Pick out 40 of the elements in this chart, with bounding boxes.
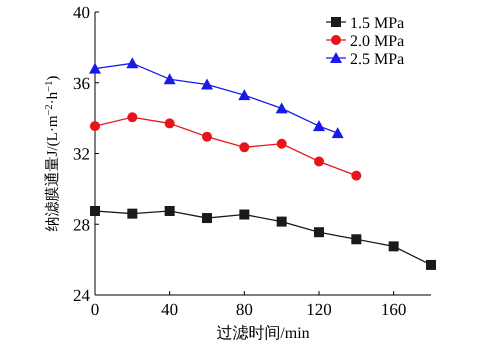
point (239, 210, 250, 220)
point (127, 208, 138, 219)
x-tick-label: 80 (236, 300, 253, 319)
point (90, 206, 100, 216)
legend-label: 2.5 MPa (350, 51, 404, 68)
point (314, 156, 324, 166)
point (239, 142, 250, 152)
y-tick-label: 32 (73, 144, 90, 164)
legend-label: 1.5 MPa (350, 15, 404, 32)
x-axis-title: 过滤时间/min (216, 324, 310, 342)
point (314, 227, 324, 238)
point (351, 170, 362, 181)
x-tick-label: 0 (90, 300, 100, 319)
point (164, 206, 175, 216)
legend-label: 2.0 MPa (350, 33, 404, 50)
point (126, 57, 138, 68)
x-tick-label: 120 (306, 300, 332, 319)
point (313, 120, 325, 132)
point (90, 121, 100, 132)
point (276, 102, 288, 114)
point (202, 213, 212, 224)
point (276, 138, 287, 149)
point (426, 260, 436, 270)
point (332, 127, 344, 138)
x-tick-label: 40 (161, 300, 178, 319)
point (238, 89, 250, 100)
point (164, 118, 175, 128)
point (164, 73, 176, 84)
point (388, 241, 399, 252)
x-tick-label: 160 (380, 300, 406, 319)
y-tick-label: 40 (73, 3, 90, 22)
point (351, 234, 362, 244)
point (127, 112, 138, 122)
point (201, 78, 213, 90)
y-tick-label: 24 (73, 286, 90, 305)
y-tick-label: 28 (73, 215, 90, 234)
y-tick-label: 36 (73, 74, 90, 93)
point (89, 62, 101, 74)
point (276, 216, 287, 227)
point (202, 132, 212, 142)
